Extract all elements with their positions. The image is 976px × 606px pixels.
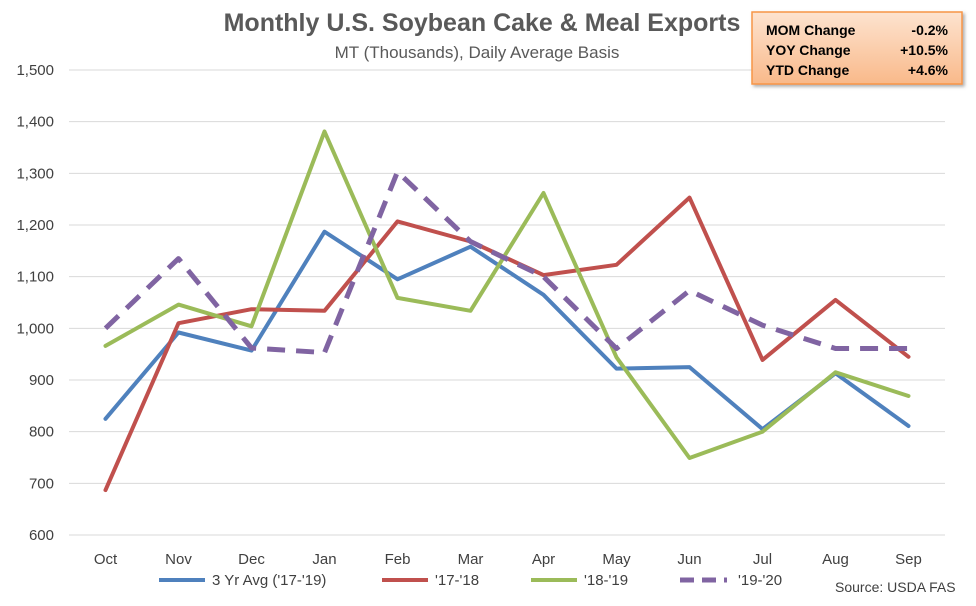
series-line-3: [103, 169, 909, 356]
y-tick-label: 1,000: [16, 320, 54, 337]
stats-box-background: [751, 11, 963, 85]
series-line-2: [103, 129, 911, 460]
y-tick-label: 900: [29, 372, 54, 389]
chart-title: Monthly U.S. Soybean Cake & Meal Exports: [224, 9, 741, 37]
gridlines: [69, 69, 945, 484]
x-tick-label: Aug: [822, 551, 849, 568]
x-tick-label: Dec: [238, 551, 265, 568]
x-tick-label: Mar: [458, 551, 484, 568]
stat-label-yoy: YOY Change: [766, 42, 851, 58]
x-tick-label: Nov: [165, 551, 192, 568]
x-tick-label: Sep: [895, 551, 922, 568]
legend-label-19-20: '19-'20: [738, 572, 782, 589]
x-tick-label: Jul: [753, 551, 772, 568]
legend-label-3yr-avg: 3 Yr Avg ('17-'19): [212, 572, 326, 589]
y-tick-label: 1,200: [16, 217, 54, 234]
stat-value-yoy: +10.5%: [900, 42, 948, 58]
y-tick-label: 600: [29, 527, 54, 544]
y-tick-label: 1,100: [16, 269, 54, 286]
source-note: Source: USDA FAS: [835, 579, 956, 595]
legend-label-17-18: '17-'18: [435, 572, 479, 589]
y-tick-label: 1,300: [16, 165, 54, 182]
legend-label-18-19: '18-'19: [584, 572, 628, 589]
stat-value-ytd: +4.6%: [908, 62, 949, 78]
x-tick-label: Jan: [312, 551, 336, 568]
x-tick-label: Apr: [532, 551, 555, 568]
x-tick-label: May: [602, 551, 631, 568]
stat-value-mom: -0.2%: [911, 22, 948, 38]
y-tick-label: 1,400: [16, 114, 54, 131]
x-tick-label: Feb: [385, 551, 411, 568]
stats-box: MOM Change -0.2% YOY Change +10.5% YTD C…: [751, 11, 963, 85]
y-tick-label: 700: [29, 475, 54, 492]
x-tick-label: Oct: [94, 551, 118, 568]
legend: 3 Yr Avg ('17-'19) '17-'18 '18-'19 '19-'…: [159, 572, 782, 589]
x-axis: Oct Nov Dec Jan Feb Mar Apr May Jun Jul Aug Sep: [94, 551, 922, 568]
stat-label-mom: MOM Change: [766, 22, 856, 38]
stat-label-ytd: YTD Change: [766, 62, 849, 78]
series-lines: [103, 129, 911, 493]
y-tick-label: 1,500: [16, 62, 54, 79]
x-tick-label: Jun: [677, 551, 701, 568]
y-axis: 600 700 800 900 1,000 1,100 1,200 1,300 1,400 1,5…: [16, 62, 54, 544]
y-tick-label: 800: [29, 424, 54, 441]
chart-subtitle: MT (Thousands), Daily Average Basis: [335, 43, 620, 62]
